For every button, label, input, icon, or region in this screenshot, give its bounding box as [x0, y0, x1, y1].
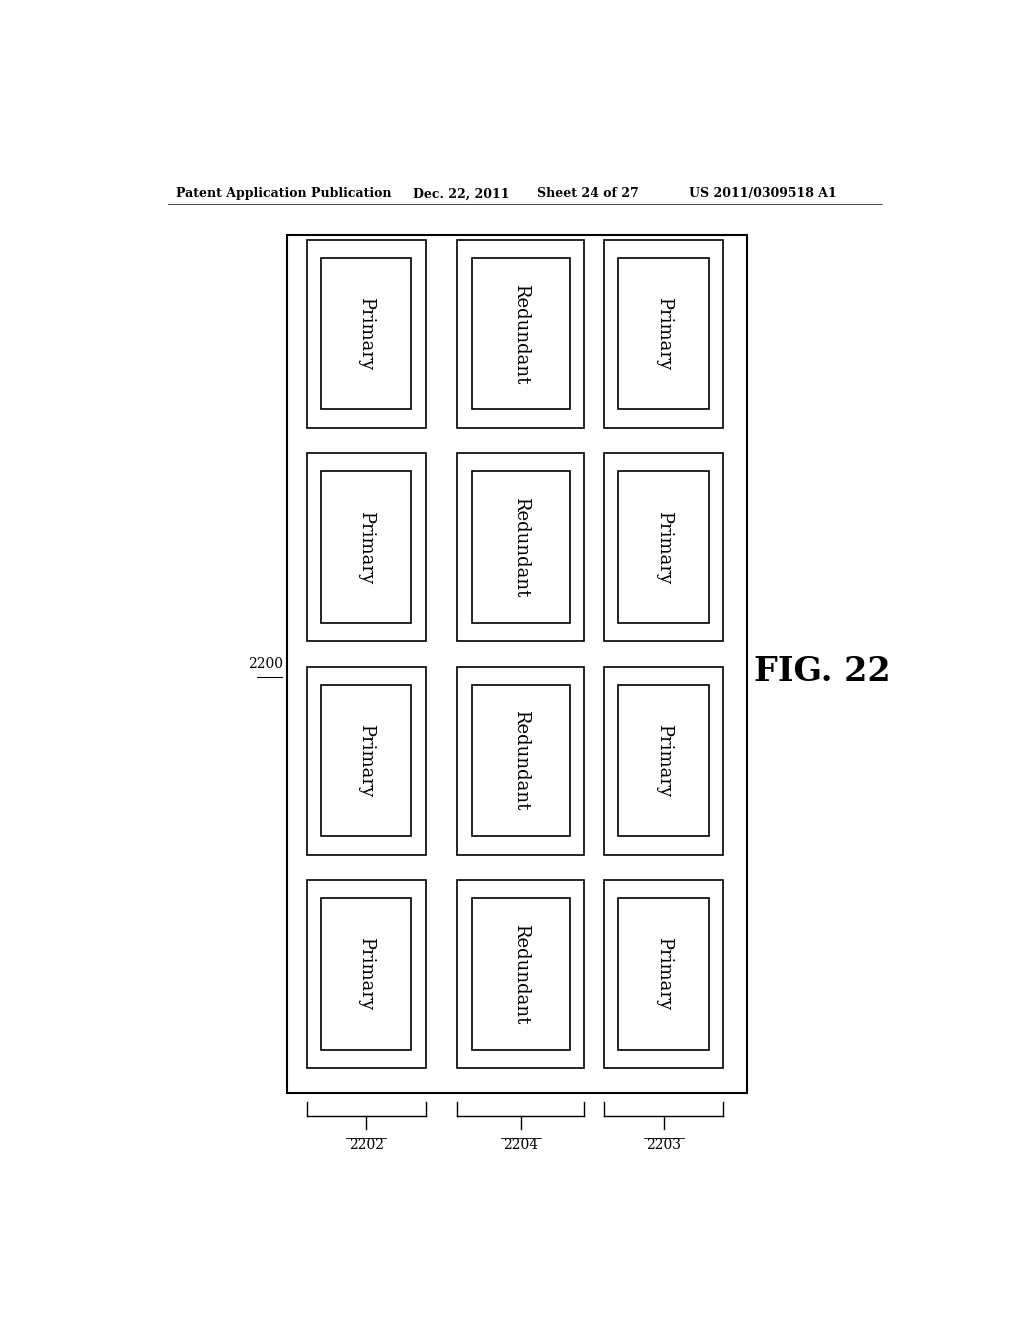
Bar	[321, 257, 412, 409]
Bar	[321, 685, 412, 837]
Bar	[618, 257, 709, 409]
Text: Primary: Primary	[357, 725, 375, 797]
Bar	[604, 880, 723, 1068]
Text: Redundant: Redundant	[512, 284, 529, 384]
Bar	[472, 471, 570, 623]
Text: FIG. 22: FIG. 22	[754, 655, 891, 688]
Text: Primary: Primary	[654, 937, 673, 1011]
Bar	[458, 667, 585, 854]
Text: 2202: 2202	[348, 1138, 384, 1152]
Bar	[618, 685, 709, 837]
Text: Redundant: Redundant	[512, 924, 529, 1024]
Bar	[472, 257, 570, 409]
Bar	[618, 471, 709, 623]
Bar	[618, 899, 709, 1049]
Text: Sheet 24 of 27: Sheet 24 of 27	[538, 187, 639, 201]
Text: 2203: 2203	[646, 1138, 681, 1152]
Bar	[306, 240, 426, 428]
Bar	[321, 471, 412, 623]
Text: 2204: 2204	[503, 1138, 539, 1152]
Bar	[306, 880, 426, 1068]
Text: Redundant: Redundant	[512, 710, 529, 810]
Bar	[472, 685, 570, 837]
Text: Primary: Primary	[654, 725, 673, 797]
Text: Primary: Primary	[357, 937, 375, 1011]
Bar	[604, 667, 723, 854]
Bar	[472, 899, 570, 1049]
Text: 2200: 2200	[248, 657, 283, 671]
Text: Primary: Primary	[654, 297, 673, 371]
Text: Primary: Primary	[654, 511, 673, 583]
Text: Patent Application Publication: Patent Application Publication	[176, 187, 391, 201]
Bar	[306, 667, 426, 854]
Bar	[321, 899, 412, 1049]
Bar	[287, 235, 748, 1093]
Text: Primary: Primary	[357, 511, 375, 583]
Text: Redundant: Redundant	[512, 498, 529, 598]
Bar	[458, 240, 585, 428]
Text: Dec. 22, 2011: Dec. 22, 2011	[413, 187, 510, 201]
Bar	[604, 453, 723, 642]
Bar	[604, 240, 723, 428]
Bar	[306, 453, 426, 642]
Bar	[458, 453, 585, 642]
Text: Primary: Primary	[357, 297, 375, 371]
Text: US 2011/0309518 A1: US 2011/0309518 A1	[689, 187, 837, 201]
Bar	[458, 880, 585, 1068]
